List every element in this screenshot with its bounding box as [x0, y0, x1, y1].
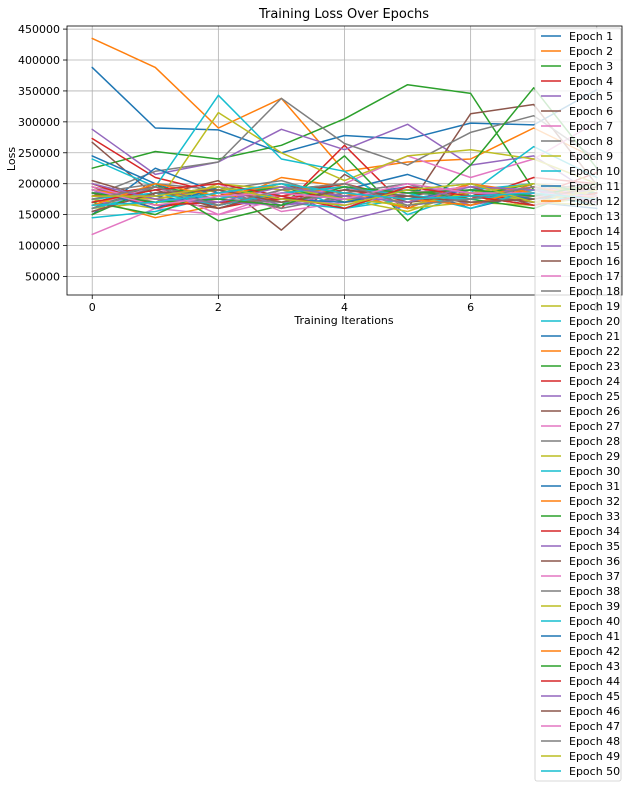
legend-label: Epoch 46: [569, 705, 620, 718]
y-tick-label: 100000: [18, 240, 60, 253]
legend-label: Epoch 22: [569, 345, 620, 358]
legend-label: Epoch 31: [569, 480, 620, 493]
legend-label: Epoch 45: [569, 690, 620, 703]
legend-label: Epoch 27: [569, 420, 620, 433]
legend-label: Epoch 6: [569, 105, 613, 118]
legend-label: Epoch 44: [569, 675, 620, 688]
legend-label: Epoch 30: [569, 465, 620, 478]
legend-label: Epoch 24: [569, 375, 620, 388]
series-line: [91, 94, 598, 216]
legend-label: Epoch 40: [569, 615, 620, 628]
legend-label: Epoch 25: [569, 390, 620, 403]
series-line: [91, 123, 598, 197]
y-tick-label: 300000: [18, 116, 60, 129]
legend-label: Epoch 48: [569, 735, 620, 748]
legend-label: Epoch 8: [569, 135, 613, 148]
legend-label: Epoch 28: [569, 435, 620, 448]
series-line: [91, 137, 598, 210]
y-tick-label: 50000: [25, 270, 60, 283]
series-lines: [91, 37, 598, 236]
x-axis-label: Training Iterations: [293, 314, 394, 327]
legend-label: Epoch 37: [569, 570, 620, 583]
legend-label: Epoch 26: [569, 405, 620, 418]
legend-label: Epoch 23: [569, 360, 620, 373]
legend-label: Epoch 7: [569, 120, 613, 133]
legend-label: Epoch 10: [569, 165, 620, 178]
series-line: [91, 66, 598, 154]
y-tick-label: 200000: [18, 178, 60, 191]
legend-label: Epoch 47: [569, 720, 620, 733]
legend-label: Epoch 14: [569, 225, 620, 238]
legend-label: Epoch 15: [569, 240, 620, 253]
legend-label: Epoch 41: [569, 630, 620, 643]
legend-label: Epoch 20: [569, 315, 620, 328]
legend-label: Epoch 12: [569, 195, 620, 208]
legend-label: Epoch 29: [569, 450, 620, 463]
x-tick-label: 4: [341, 301, 348, 314]
y-tick-label: 400000: [18, 54, 60, 67]
legend-label: Epoch 34: [569, 525, 620, 538]
legend-label: Epoch 49: [569, 750, 620, 763]
legend-label: Epoch 33: [569, 510, 620, 523]
legend-label: Epoch 36: [569, 555, 620, 568]
series-line: [91, 83, 598, 207]
legend-label: Epoch 2: [569, 45, 613, 58]
x-tick-label: 0: [89, 301, 96, 314]
legend-label: Epoch 43: [569, 660, 620, 673]
legend-label: Epoch 16: [569, 255, 620, 268]
series-line: [91, 186, 598, 213]
legend-label: Epoch 38: [569, 585, 620, 598]
series-line: [91, 182, 598, 203]
legend-label: Epoch 32: [569, 495, 620, 508]
legend-label: Epoch 9: [569, 150, 613, 163]
y-ticks: 50000 100000 150000 200000 250000 300000 35000…: [18, 23, 67, 283]
series-line: [91, 182, 598, 207]
legend-label: Epoch 21: [569, 330, 620, 343]
y-tick-label: 250000: [18, 147, 60, 160]
legend-label: Epoch 11: [569, 180, 620, 193]
series-line: [91, 182, 598, 210]
legend-label: Epoch 35: [569, 540, 620, 553]
legend-label: Epoch 13: [569, 210, 620, 223]
legend-label: Epoch 19: [569, 300, 620, 313]
series-line: [91, 97, 598, 197]
series-line: [91, 182, 598, 207]
x-tick-label: 6: [467, 301, 474, 314]
y-tick-label: 150000: [18, 209, 60, 222]
y-axis-label: Loss: [5, 147, 18, 171]
legend-label: Epoch 42: [569, 645, 620, 658]
legend: Epoch 1 Epoch 2 Epoch 3 Epoch 4 Epoch 5 Epoch…: [534, 27, 622, 782]
series-line: [91, 182, 598, 207]
y-tick-label: 450000: [18, 23, 60, 36]
legend-label: Epoch 39: [569, 600, 620, 613]
legend-label: Epoch 18: [569, 285, 620, 298]
legend-label: Epoch 1: [569, 30, 613, 43]
legend-label: Epoch 5: [569, 90, 613, 103]
x-tick-label: 2: [215, 301, 222, 314]
series-line: [91, 111, 598, 207]
chart-title: Training Loss Over Epochs: [258, 7, 429, 22]
legend-label: Epoch 3: [569, 60, 613, 73]
legend-label: Epoch 50: [569, 765, 620, 778]
legend-label: Epoch 17: [569, 270, 620, 283]
legend-entries: Epoch 1 Epoch 2 Epoch 3 Epoch 4 Epoch 5 Epoch…: [541, 30, 620, 778]
legend-label: Epoch 4: [569, 75, 613, 88]
y-tick-label: 350000: [18, 85, 60, 98]
